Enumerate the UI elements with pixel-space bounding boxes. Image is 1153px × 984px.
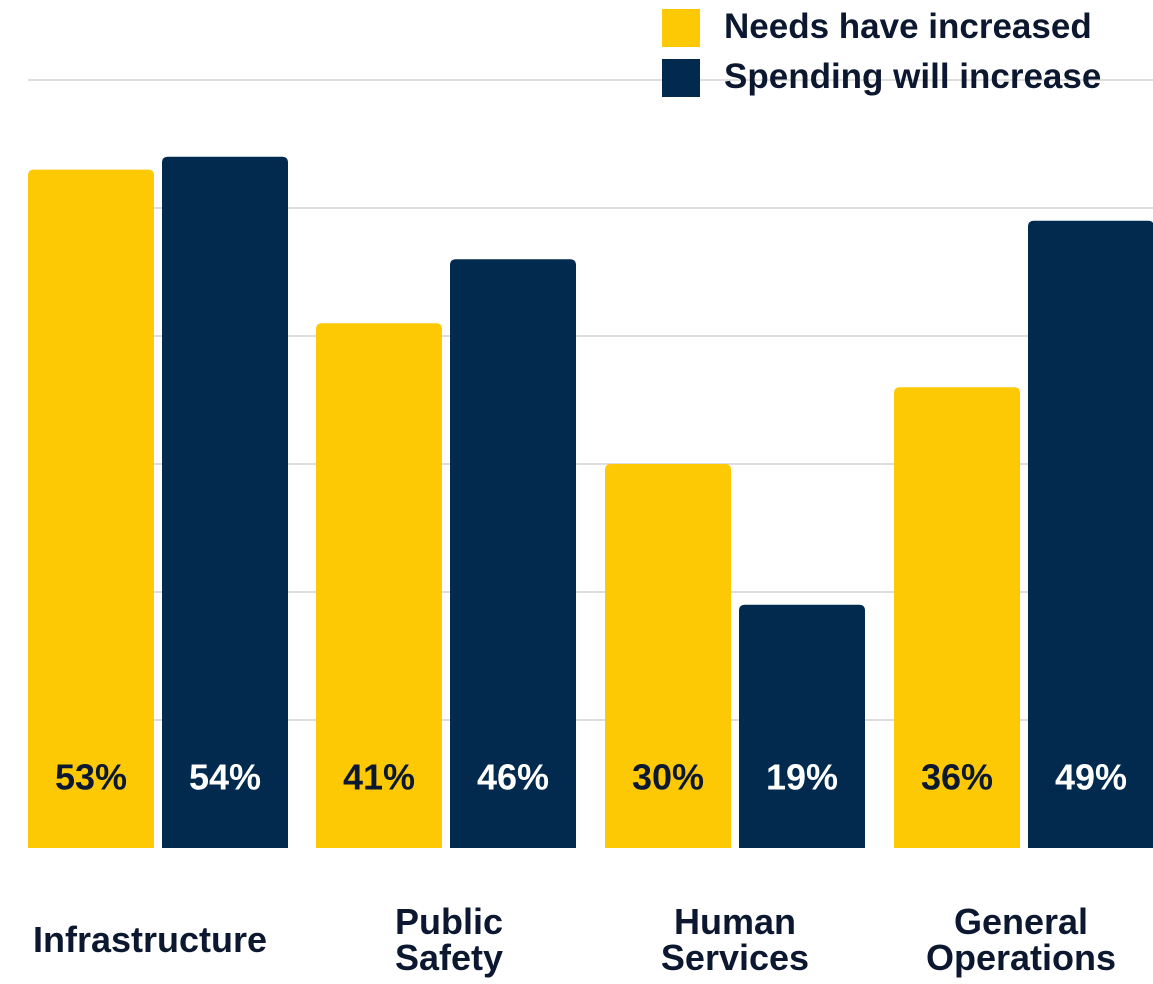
category-label-line: Safety — [394, 937, 504, 978]
bar-spending-infrastructure — [162, 156, 288, 849]
legend: Needs have increased Spending will incre… — [662, 6, 1153, 98]
value-label-spending-human-services: 19% — [766, 757, 838, 798]
bar-spending-general-operations — [1028, 220, 1153, 848]
category-label-line: Operations — [925, 937, 1117, 978]
category-label-human-services: Human Services — [605, 904, 865, 976]
bar-spending-public-safety — [450, 259, 576, 848]
category-label-general-operations: General Operations — [891, 904, 1151, 976]
value-label-spending-infrastructure: 54% — [189, 757, 261, 798]
value-label-needs-infrastructure: 53% — [55, 757, 127, 798]
legend-label-needs: Needs have increased — [724, 7, 1092, 46]
legend-label-spending: Spending will increase — [724, 57, 1102, 96]
bar-needs-public-safety — [316, 323, 442, 848]
category-label-line: Public — [394, 901, 504, 942]
value-label-needs-public-safety: 41% — [343, 757, 415, 798]
bar-needs-general-operations — [894, 387, 1020, 848]
category-label-line: General — [953, 901, 1089, 942]
value-label-spending-general-operations: 49% — [1055, 757, 1127, 798]
value-label-needs-general-operations: 36% — [921, 757, 993, 798]
legend-item-spending: Spending will increase — [662, 56, 1153, 97]
category-label-line: Human — [673, 901, 796, 942]
bars — [28, 156, 1153, 849]
bar-needs-human-services — [605, 464, 731, 848]
legend-swatch-spending — [662, 59, 700, 97]
bar-spending-human-services — [739, 604, 865, 848]
bar-needs-infrastructure — [28, 169, 154, 849]
category-label-infrastructure: Infrastructure — [20, 922, 280, 958]
category-label-line: Services — [660, 937, 810, 978]
legend-swatch-needs — [662, 9, 700, 47]
value-labels: 53% 54% 41% 46% 30% 19% 36% 49% — [55, 757, 1127, 798]
legend-item-needs: Needs have increased — [662, 6, 1153, 47]
category-label-public-safety: Public Safety — [319, 904, 579, 976]
value-label-needs-human-services: 30% — [632, 757, 704, 798]
category-label-line: Infrastructure — [32, 919, 268, 960]
value-label-spending-public-safety: 46% — [477, 757, 549, 798]
